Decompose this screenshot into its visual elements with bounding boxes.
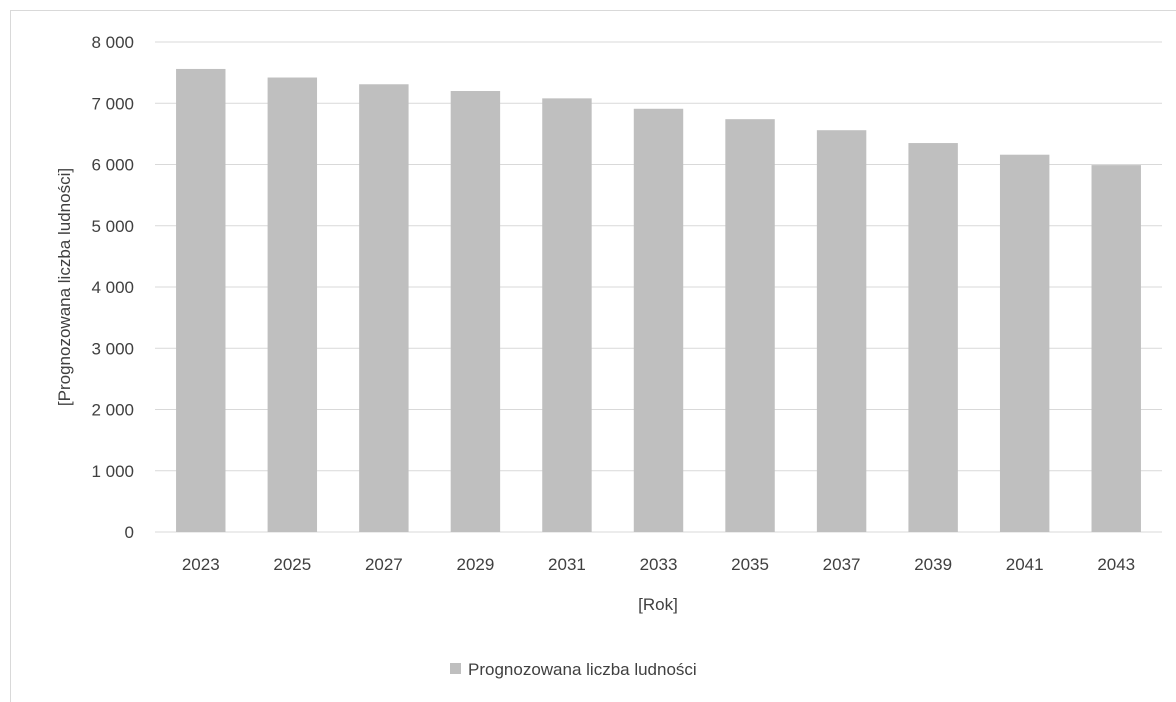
x-tick-label: 2023: [182, 555, 220, 574]
bar-2043: [1091, 165, 1141, 533]
y-tick-label: 5 000: [91, 217, 134, 236]
x-tick-labels: 2023 2025 2027 2029 2031 2033 2035 2037 2039 2041…: [182, 555, 1135, 574]
legend-swatch: [450, 663, 461, 674]
bar-2031: [542, 98, 592, 532]
x-tick-label: 2035: [731, 555, 769, 574]
legend: Prognozowana liczba ludności: [450, 660, 697, 679]
bar-2041: [999, 154, 1050, 532]
x-tick-label: 2039: [914, 555, 952, 574]
y-axis-title: [Prognozowana liczba ludności]: [55, 168, 74, 406]
x-tick-label: 2029: [456, 555, 494, 574]
y-tick-label: 4 000: [91, 278, 134, 297]
bar-2023: [176, 68, 226, 532]
y-tick-label: 2 000: [91, 401, 134, 420]
legend-label: Prognozowana liczba ludności: [468, 660, 697, 679]
y-tick-label: 3 000: [91, 339, 134, 358]
x-tick-label: 2027: [365, 555, 403, 574]
bar-2035: [725, 119, 775, 533]
bar-2039: [908, 143, 958, 532]
bar-2025: [267, 77, 318, 533]
y-tick-label: 8 000: [91, 33, 134, 52]
y-tick-label: 7 000: [91, 94, 134, 113]
bar-2037: [816, 130, 867, 532]
x-tick-label: 2025: [273, 555, 311, 574]
bar-2029: [450, 91, 501, 532]
x-tick-label: 2041: [1006, 555, 1044, 574]
x-axis-title: [Rok]: [638, 595, 678, 614]
y-tick-label: 1 000: [91, 462, 134, 481]
bar-2027: [359, 84, 409, 532]
y-tick-labels: 0 1 000 2 000 3 000 4 000 5 000 6 000 7 000 8 00…: [91, 33, 134, 542]
x-tick-label: 2037: [823, 555, 861, 574]
bars: [176, 68, 1141, 533]
y-tick-label: 6 000: [91, 156, 134, 175]
x-tick-label: 2033: [640, 555, 678, 574]
bar-2033: [633, 108, 684, 532]
x-tick-label: 2031: [548, 555, 586, 574]
y-tick-label: 0: [125, 523, 134, 542]
x-tick-label: 2043: [1097, 555, 1135, 574]
